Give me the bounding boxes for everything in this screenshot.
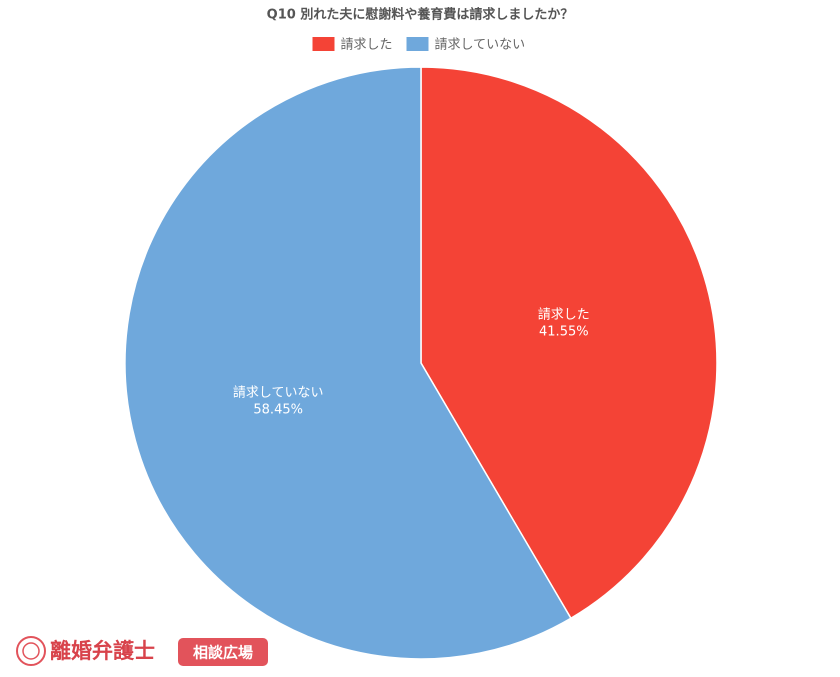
logo-emblem xyxy=(16,636,46,666)
slice-label: 請求していない xyxy=(233,385,324,400)
slice-value-label: 41.55% xyxy=(539,325,589,340)
pie-slice xyxy=(124,66,572,660)
slice-label: 請求した xyxy=(538,308,590,323)
logo-name: 離婚弁護士 xyxy=(50,639,155,663)
logo: 離婚弁護士 相談広場 xyxy=(16,636,268,666)
pie-slice xyxy=(420,66,718,620)
logo-badge-text: 相談広場 xyxy=(193,644,253,662)
legend: 請求した 請求していない xyxy=(312,37,526,53)
legend-label: 請求していない xyxy=(435,38,526,53)
chart-title: Q10 別れた夫に慰謝料や養育費は請求しましたか？ xyxy=(267,7,574,23)
legend-label: 請求した xyxy=(341,38,393,53)
logo-emblem-inner xyxy=(22,642,40,660)
logo-badge xyxy=(178,638,268,666)
slice-value-label: 58.45% xyxy=(253,402,303,417)
legend-swatch xyxy=(312,37,335,51)
legend-swatch xyxy=(406,37,429,51)
